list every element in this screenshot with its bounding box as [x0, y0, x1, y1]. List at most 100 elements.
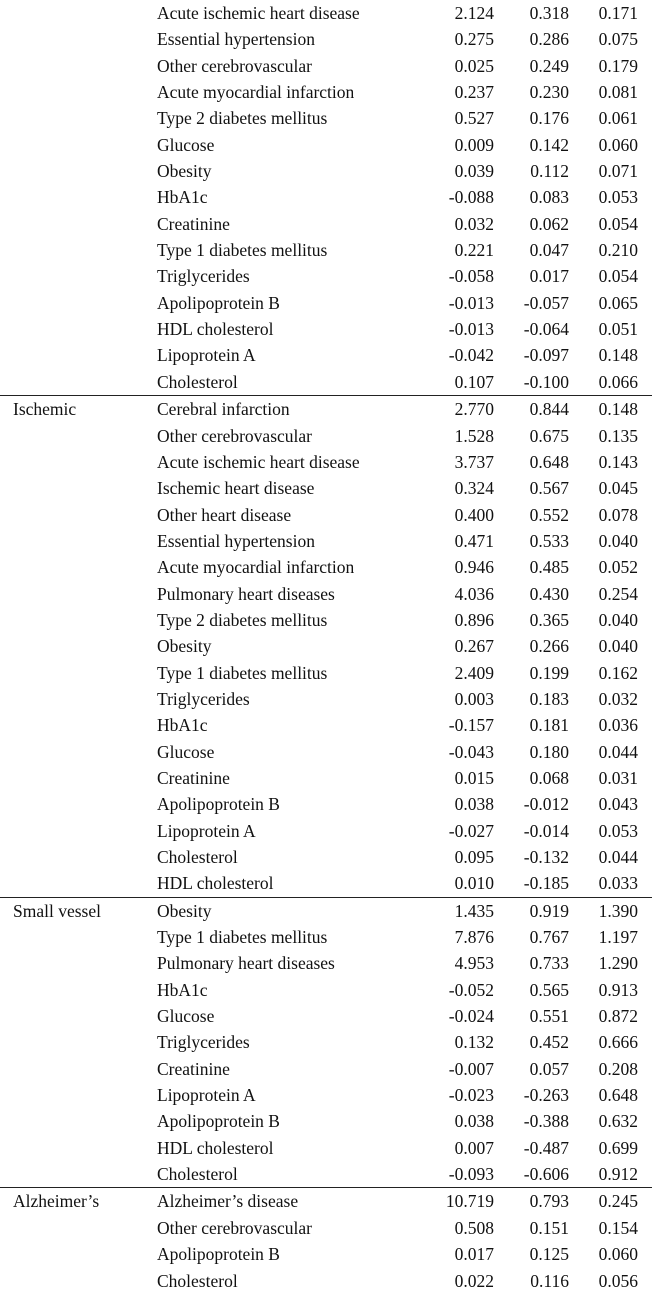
value-col-1: 0.896: [454, 609, 494, 630]
value-col-3: 0.043: [598, 794, 638, 815]
value-col-2: 0.230: [529, 82, 569, 103]
trait-name: Apolipoprotein B: [157, 794, 280, 815]
table-row: Lipoprotein A -0.023 -0.263 0.648: [0, 1082, 652, 1108]
value-col-2: 0.116: [530, 1270, 569, 1291]
trait-name: Other cerebrovascular: [157, 425, 312, 446]
trait-name: Type 1 diabetes mellitus: [157, 240, 328, 261]
trait-name: Obesity: [157, 636, 212, 657]
table-row: Obesity 0.267 0.266 0.040: [0, 633, 652, 659]
table-row: Lipoprotein A -0.042 -0.097 0.148: [0, 342, 652, 368]
value-col-3: 0.060: [598, 1244, 638, 1265]
value-col-2: 0.533: [529, 530, 569, 551]
value-col-1: 0.132: [454, 1032, 494, 1053]
trait-name: Type 2 diabetes mellitus: [157, 108, 328, 129]
value-col-1: 1.528: [454, 425, 494, 446]
value-col-1: -0.157: [448, 715, 494, 736]
value-col-3: 0.254: [598, 583, 638, 604]
value-col-3: 0.208: [598, 1058, 638, 1079]
value-col-2: 0.318: [529, 3, 569, 23]
table-row: Acute myocardial infarction 0.237 0.230 0.0…: [0, 79, 652, 105]
value-col-3: 0.078: [598, 504, 638, 525]
table-row: Type 1 diabetes mellitus 7.876 0.767 1.197: [0, 924, 652, 950]
trait-name: Creatinine: [157, 767, 230, 788]
trait-name: Creatinine: [157, 213, 230, 234]
trait-name: Triglycerides: [157, 688, 250, 709]
trait-name: Other heart disease: [157, 504, 292, 525]
group-label: Small vessel: [13, 900, 101, 921]
value-col-2: 0.793: [529, 1191, 569, 1212]
value-col-2: -0.097: [523, 345, 569, 366]
value-col-3: 0.210: [598, 240, 638, 261]
value-col-3: 0.060: [598, 134, 638, 155]
trait-name: Cholesterol: [157, 371, 238, 392]
value-col-3: 0.912: [598, 1164, 638, 1185]
value-col-3: 0.053: [598, 187, 638, 208]
value-col-1: 4.953: [454, 953, 494, 974]
trait-name: Acute myocardial infarction: [157, 557, 355, 578]
value-col-2: 0.485: [529, 557, 569, 578]
table-row: Creatinine 0.015 0.068 0.031: [0, 765, 652, 791]
table-row: Acute myocardial infarction 0.946 0.485 0.0…: [0, 554, 652, 580]
value-col-2: 0.180: [529, 741, 569, 762]
trait-name: Acute ischemic heart disease: [157, 3, 360, 23]
table-row: HbA1c -0.088 0.083 0.053: [0, 184, 652, 210]
value-col-1: 0.324: [454, 478, 494, 499]
table-row: Other heart disease 0.400 0.552 0.078: [0, 502, 652, 528]
table-row: Cholesterol 0.107 -0.100 0.066: [0, 369, 652, 395]
value-col-3: 0.154: [598, 1217, 638, 1238]
trait-name: HbA1c: [157, 715, 208, 736]
value-col-2: 0.919: [529, 900, 569, 921]
table-row: Cholesterol 0.022 0.116 0.056: [0, 1268, 652, 1294]
value-col-2: 0.017: [529, 266, 569, 287]
trait-name: Essential hypertension: [157, 29, 315, 50]
value-col-2: 0.199: [529, 662, 569, 683]
value-col-3: 0.040: [598, 609, 638, 630]
value-col-2: -0.185: [523, 873, 569, 894]
table-row: Apolipoprotein B 0.017 0.125 0.060: [0, 1241, 652, 1267]
table-row: Creatinine 0.032 0.062 0.054: [0, 211, 652, 237]
value-col-1: -0.052: [448, 979, 494, 1000]
trait-name: Acute ischemic heart disease: [157, 451, 360, 472]
value-col-1: 2.409: [454, 662, 494, 683]
value-col-1: 0.508: [454, 1217, 494, 1238]
value-col-1: 0.237: [454, 82, 494, 103]
value-col-1: 0.267: [454, 636, 494, 657]
value-col-2: -0.263: [523, 1085, 569, 1106]
value-col-1: 0.010: [454, 873, 494, 894]
value-col-1: 0.039: [454, 161, 494, 182]
value-col-1: 0.017: [454, 1244, 494, 1265]
value-col-2: 0.249: [529, 55, 569, 76]
table-row: Acute ischemic heart disease 2.124 0.318 0.…: [0, 0, 652, 26]
group-label: Ischemic: [13, 399, 77, 420]
trait-name: Essential hypertension: [157, 530, 315, 551]
trait-name: Glucose: [157, 741, 215, 762]
value-col-3: 0.162: [598, 662, 638, 683]
value-col-3: 0.081: [598, 82, 638, 103]
trait-name: Triglycerides: [157, 266, 250, 287]
value-col-1: -0.024: [448, 1006, 494, 1027]
value-col-2: 0.767: [529, 927, 569, 948]
table-row: HDL cholesterol -0.013 -0.064 0.051: [0, 316, 652, 342]
table-row: Lipoprotein A -0.027 -0.014 0.053: [0, 818, 652, 844]
value-col-2: 0.112: [530, 161, 569, 182]
value-col-3: 0.075: [598, 29, 638, 50]
value-col-3: 0.666: [598, 1032, 638, 1053]
value-col-3: 0.053: [598, 820, 638, 841]
table-row: Essential hypertension 0.471 0.533 0.040: [0, 528, 652, 554]
value-col-2: -0.487: [523, 1137, 569, 1158]
value-col-3: 0.699: [598, 1137, 638, 1158]
value-col-2: -0.388: [523, 1111, 569, 1132]
value-col-1: 0.003: [454, 688, 494, 709]
table-row: Glucose 0.009 0.142 0.060: [0, 132, 652, 158]
value-col-1: 0.038: [454, 1111, 494, 1132]
value-col-3: 0.044: [598, 847, 638, 867]
trait-name: Type 2 diabetes mellitus: [157, 609, 328, 630]
value-col-3: 0.054: [598, 266, 638, 287]
value-col-2: 0.266: [529, 636, 569, 657]
value-col-1: 0.038: [454, 794, 494, 815]
value-col-3: 0.143: [598, 451, 638, 472]
value-col-2: 0.675: [529, 425, 569, 446]
trait-name: Glucose: [157, 134, 215, 155]
value-col-3: 0.032: [598, 688, 638, 709]
